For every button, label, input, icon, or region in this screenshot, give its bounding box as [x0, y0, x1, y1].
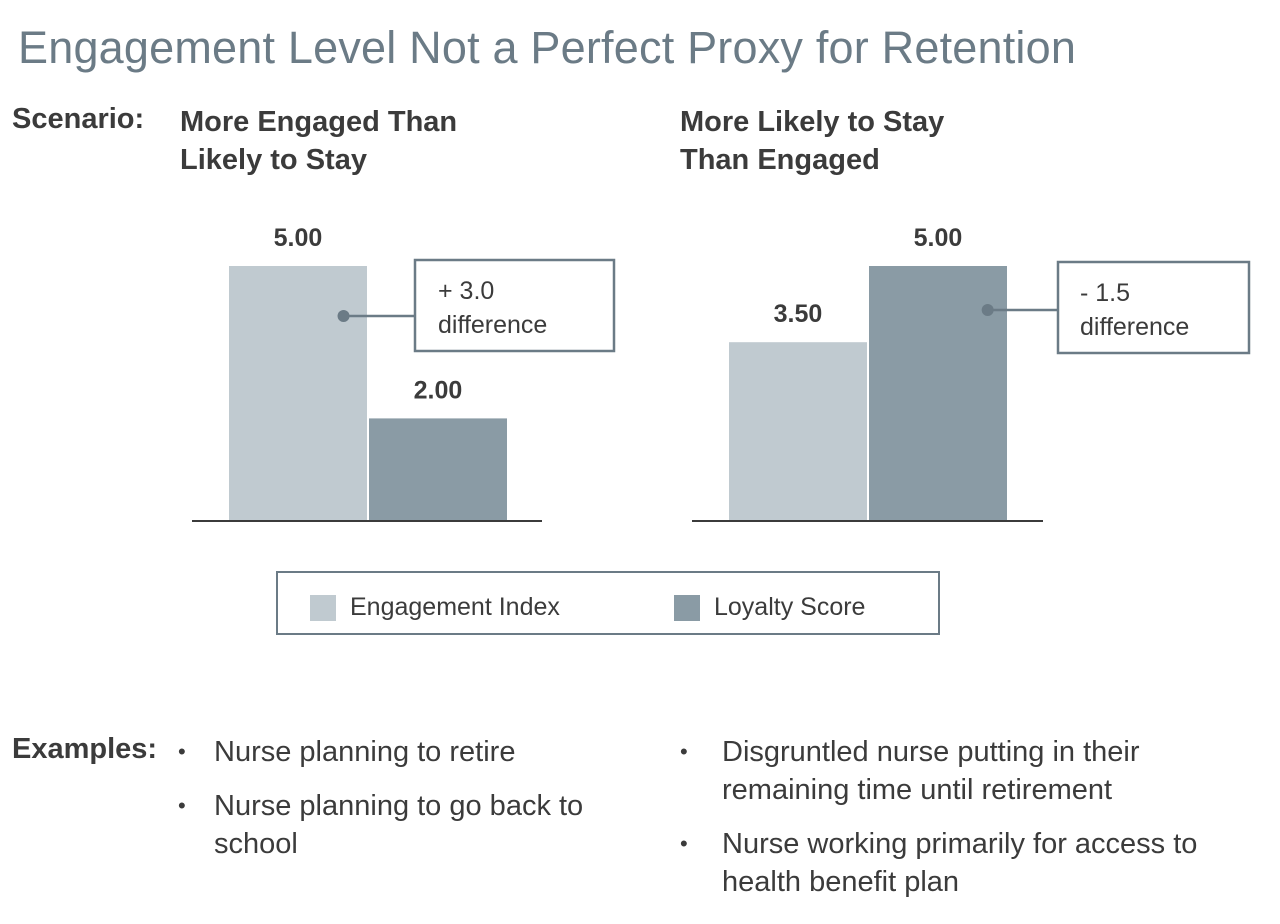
legend-label-engagement: Engagement Index: [350, 593, 560, 621]
value-label-engagement-right: 3.50: [774, 300, 823, 328]
callout-box-left: [413, 258, 616, 353]
bullet-icon: •: [680, 831, 688, 856]
bullet-icon: •: [178, 793, 186, 818]
callout-dot-right: [981, 304, 994, 316]
bullet-icon: •: [680, 739, 688, 764]
scenario-title-right: More Likely to Stay Than Engaged: [680, 106, 945, 176]
callout-dot-left: [337, 310, 350, 322]
example-text: Disgruntled nurse putting in their remai…: [722, 736, 1140, 806]
bar-loyalty-left: [369, 418, 507, 520]
callout-box-right: [1056, 260, 1251, 355]
example-text: Nurse working primarily for access to he…: [722, 828, 1198, 898]
legend-item-loyalty: Loyalty Score: [674, 593, 865, 622]
scenario-title-left: More Engaged Than Likely to Stay: [180, 106, 458, 176]
examples-label: Examples:: [12, 733, 158, 765]
example-text: Nurse planning to retire: [214, 736, 516, 768]
examples-list-left: • Nurse planning to retire • Nurse plannin…: [178, 733, 648, 879]
callout-caption-right: difference: [1080, 313, 1189, 341]
example-text: Nurse planning to go back to school: [214, 790, 584, 860]
bullet-icon: •: [178, 739, 186, 764]
chart-right: 3.50 5.00 - 1.5 difference: [692, 224, 1251, 522]
legend-label-loyalty: Loyalty Score: [714, 593, 866, 621]
slide-title: Engagement Level Not a Perfect Proxy for…: [18, 22, 1077, 73]
bar-engagement-left: [229, 266, 367, 520]
value-label-engagement-left: 5.00: [274, 224, 323, 252]
examples-list-right: • Disgruntled nurse putting in their rema…: [680, 733, 1260, 917]
chart-legend: Engagement Index Loyalty Score: [276, 571, 940, 635]
legend-swatch-loyalty: [674, 594, 700, 621]
list-item: • Disgruntled nurse putting in their rema…: [680, 733, 1260, 809]
list-item: • Nurse working primarily for access to h…: [680, 825, 1260, 901]
list-item: • Nurse planning to go back to school: [178, 787, 648, 863]
callout-value-right: - 1.5: [1080, 279, 1130, 307]
value-label-loyalty-right: 5.00: [914, 224, 963, 252]
chart-left: 5.00 2.00 + 3.0 difference: [192, 224, 616, 522]
callout-caption-left: difference: [438, 311, 547, 339]
value-label-loyalty-left: 2.00: [414, 376, 463, 404]
bar-loyalty-right: [869, 266, 1007, 520]
scenario-label: Scenario:: [12, 103, 145, 135]
list-item: • Nurse planning to retire: [178, 733, 648, 771]
callout-value-left: + 3.0: [438, 277, 494, 305]
legend-swatch-engagement: [310, 594, 336, 621]
legend-item-engagement: Engagement Index: [310, 593, 560, 622]
bar-engagement-right: [729, 342, 867, 520]
